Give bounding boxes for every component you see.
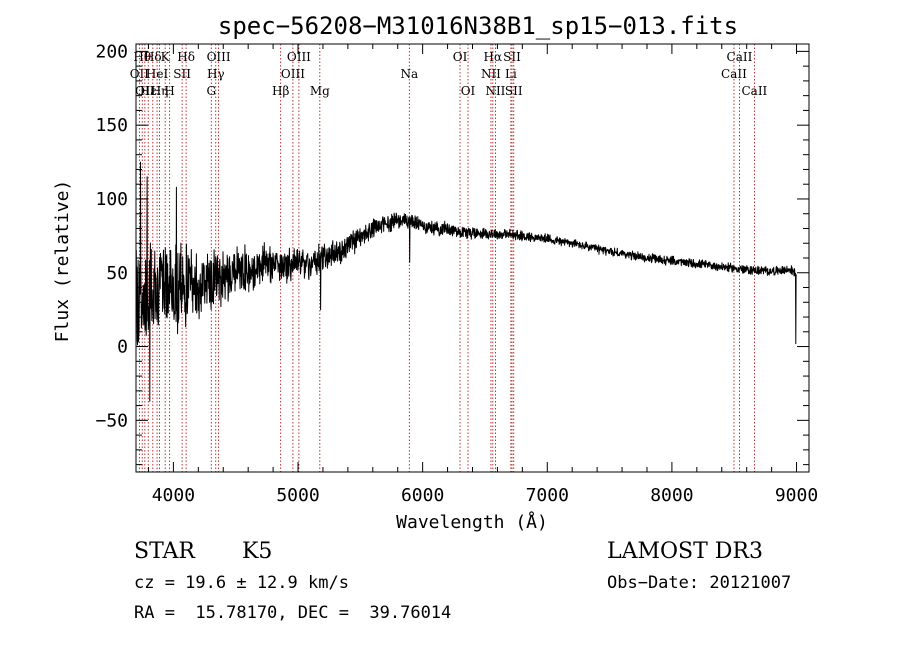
line-marker-label: OIII [287,50,311,64]
y-tick-label: 150 [95,115,128,136]
line-marker-label: OII [130,67,150,81]
redshift-cz: cz = 19.6 ± 12.9 km/s [134,573,349,593]
coordinates: RA = 15.78170, DEC = 39.76014 [134,603,452,623]
line-marker-label: Hγ [207,67,225,81]
line-marker-label: G [206,84,216,98]
line-marker-label: OII [135,84,155,98]
y-tick-label: 0 [117,337,128,358]
line-marker-label: Mg [310,84,330,98]
y-tick-label: 100 [95,189,128,210]
line-marker-label: OI [453,50,468,64]
x-tick-label: 4000 [152,485,195,506]
line-marker-label: OIII [281,67,305,81]
line-marker-label: Li [505,67,517,81]
line-marker-label: Hη [151,84,169,98]
line-marker-label: Hδ [177,50,195,64]
x-tick-label: 6000 [401,485,444,506]
line-marker-label: SII [503,50,521,64]
line-marker-label: H [164,84,174,98]
y-axis-label: Flux (relative) [52,180,73,343]
x-tick-label: 8000 [650,485,693,506]
object-class: STAR [134,539,195,564]
line-marker-label: OIII [207,50,231,64]
x-axis-label: Wavelength (Å) [396,511,548,533]
line-marker-label: Hε [140,84,157,98]
line-marker-label: Hθ [133,50,151,64]
spectrum-line [135,161,797,402]
line-marker-label: Hα [484,50,503,64]
line-marker-label: HeI [146,67,169,81]
line-marker-label: NII [481,67,501,81]
object-subclass: K5 [242,539,273,564]
y-tick-label: 200 [95,41,128,62]
line-marker-label: Hδ [144,50,162,64]
y-axis: −50 0 50 100 150 200 [95,41,809,466]
y-tick-label: 50 [106,263,128,284]
x-axis: 4000 5000 6000 7000 8000 9000 [147,44,818,506]
line-marker-label: CaII [721,67,747,81]
line-marker-label: Na [400,67,418,81]
chart-title: spec−56208−M31016N38B1_sp15−013.fits [218,12,738,40]
line-marker-label: K [161,50,171,64]
line-marker-label: OI [461,84,476,98]
line-marker-label: Hβ [272,84,289,98]
line-marker-label: SII [173,67,191,81]
survey-name: LAMOST DR3 [607,539,763,564]
line-marker-label: SII [505,84,523,98]
x-tick-label: 7000 [526,485,569,506]
plot-area [135,161,797,402]
line-marker-label: CaII [741,84,767,98]
obs-date: Obs−Date: 20121007 [607,573,792,593]
line-marker-label: CaII [727,50,753,64]
x-tick-label: 5000 [276,485,319,506]
x-tick-label: 9000 [775,485,818,506]
line-marker-label: NII [485,84,505,98]
y-tick-label: −50 [95,410,128,431]
